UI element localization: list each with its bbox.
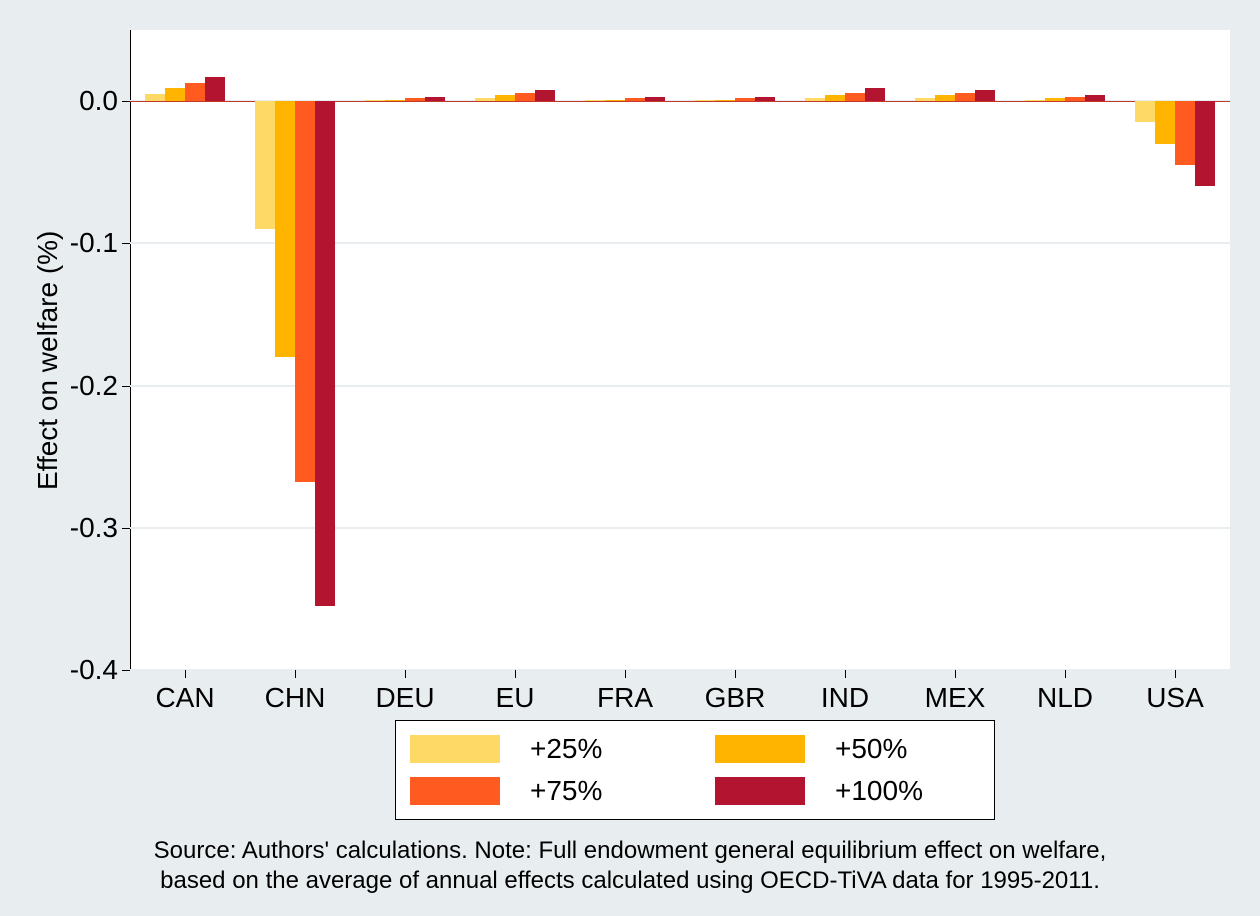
legend-label: +75% (530, 775, 602, 807)
y-tick-label: -0.1 (70, 227, 118, 259)
y-axis-line (130, 30, 131, 670)
source-note-line1: Source: Authors' calculations. Note: Ful… (100, 836, 1160, 866)
bar (275, 101, 295, 357)
bar (255, 101, 275, 229)
x-tick-mark (405, 670, 406, 678)
x-tick-label: GBR (705, 682, 766, 714)
x-tick-label: NLD (1037, 682, 1093, 714)
x-tick-mark (735, 670, 736, 678)
y-tick-label: -0.4 (70, 654, 118, 686)
x-tick-label: CAN (155, 682, 214, 714)
x-tick-mark (955, 670, 956, 678)
plot-area (130, 30, 1230, 670)
x-tick-mark (185, 670, 186, 678)
bar (975, 90, 995, 101)
bar (145, 94, 165, 101)
bar (625, 98, 645, 101)
legend-swatch (715, 777, 805, 805)
bar (425, 97, 445, 101)
x-tick-label: FRA (597, 682, 653, 714)
bar (185, 83, 205, 101)
y-tick-label: -0.3 (70, 512, 118, 544)
bar (515, 93, 535, 102)
x-tick-mark (515, 670, 516, 678)
legend: +25% +50% +75% +100% (395, 720, 995, 820)
x-tick-label: EU (496, 682, 535, 714)
x-tick-label: CHN (265, 682, 326, 714)
legend-item: +100% (715, 775, 980, 807)
legend-item: +50% (715, 733, 980, 765)
gridline (130, 527, 1230, 529)
bar (1135, 101, 1155, 122)
y-tick-mark (122, 386, 130, 387)
legend-label: +25% (530, 733, 602, 765)
x-tick-label: USA (1146, 682, 1204, 714)
bar (365, 100, 385, 101)
bar (1065, 97, 1085, 101)
bar (955, 93, 975, 102)
bar (735, 98, 755, 101)
x-tick-mark (845, 670, 846, 678)
legend-item: +75% (410, 775, 675, 807)
bar (645, 97, 665, 101)
y-tick-mark (122, 528, 130, 529)
bar (605, 100, 625, 101)
x-tick-mark (625, 670, 626, 678)
y-tick-mark (122, 101, 130, 102)
y-tick-label: 0.0 (79, 85, 118, 117)
bar (165, 88, 185, 101)
bar (715, 100, 735, 101)
bar (205, 77, 225, 101)
bar (295, 101, 315, 482)
x-tick-mark (1065, 670, 1066, 678)
x-tick-label: IND (821, 682, 869, 714)
bar (1025, 100, 1045, 101)
bar (915, 98, 935, 101)
y-tick-mark (122, 670, 130, 671)
legend-label: +100% (835, 775, 923, 807)
bar (1155, 101, 1175, 144)
bar (865, 88, 885, 101)
bar (755, 97, 775, 101)
bar (935, 95, 955, 101)
source-note-line2: based on the average of annual effects c… (100, 866, 1160, 896)
x-tick-label: MEX (925, 682, 986, 714)
bar (825, 95, 845, 101)
bar (1045, 98, 1065, 101)
x-tick-mark (295, 670, 296, 678)
source-note: Source: Authors' calculations. Note: Ful… (100, 836, 1160, 896)
bar (1085, 95, 1105, 101)
x-tick-mark (1175, 670, 1176, 678)
legend-swatch (715, 735, 805, 763)
y-tick-mark (122, 243, 130, 244)
y-axis-label: Effect on welfare (%) (32, 231, 64, 490)
bar (695, 100, 715, 101)
bar (805, 98, 825, 101)
bar (405, 98, 425, 101)
bar (535, 90, 555, 101)
x-tick-label: DEU (375, 682, 434, 714)
legend-label: +50% (835, 733, 907, 765)
bar (385, 100, 405, 101)
legend-item: +25% (410, 733, 675, 765)
figure: Effect on welfare (%) +25%+50%+75%+100% … (0, 0, 1260, 916)
bar (845, 93, 865, 102)
legend-swatch (410, 735, 500, 763)
bar (1175, 101, 1195, 165)
bar (495, 95, 515, 101)
bar (1195, 101, 1215, 186)
y-tick-label: -0.2 (70, 370, 118, 402)
bar (585, 100, 605, 101)
bar (475, 98, 495, 101)
legend-swatch (410, 777, 500, 805)
bar (315, 101, 335, 606)
